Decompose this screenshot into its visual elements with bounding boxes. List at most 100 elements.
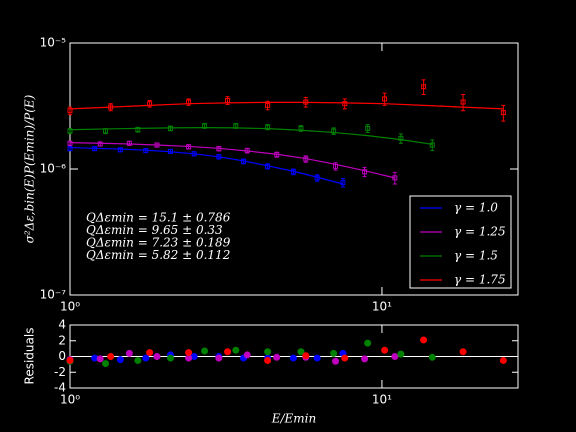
residual-point [397,350,405,358]
data-point [365,125,371,131]
fit-line [69,146,344,185]
data-point [97,141,103,147]
legend-label: γ = 1.25 [454,225,506,239]
residual-point [264,356,272,364]
data-point [421,84,427,90]
residual-y-tick-label: -2 [54,365,66,379]
data-point [290,169,296,175]
y-axis-label: σ²Δε,bin(E)P(Emin)/P(E) [23,94,37,243]
residual-point [420,336,428,344]
residual-point [190,353,198,360]
data-point [186,144,192,150]
data-point [265,163,271,169]
data-point [333,163,339,169]
residual-point [243,351,251,359]
data-point [362,169,368,175]
data-point [265,124,271,130]
residual-point [273,353,281,361]
data-point [340,180,346,186]
residual-point [185,349,193,357]
data-point [191,151,197,157]
residual-point [146,349,154,357]
residual-point [297,348,305,356]
y-tick-label: 10⁻⁵ [40,36,67,50]
legend-label: γ = 1.5 [454,249,498,263]
residual-point [313,354,321,362]
data-point [168,125,174,131]
residual-point [107,353,115,360]
residual-point [232,346,240,354]
residual-y-label: Residuals [23,328,37,385]
data-point [67,140,73,146]
data-point [244,148,250,154]
residual-point [116,356,124,364]
x-axis-label: E/Emin [271,412,317,426]
residual-point [361,355,369,363]
data-point [154,142,160,148]
data-point [233,123,239,129]
residual-point [499,356,507,364]
residual-point [96,355,104,363]
data-point [67,128,73,134]
data-point [298,125,304,131]
residual-point [66,356,74,364]
data-point [67,146,73,152]
x-tick-label: 10⁰ [60,300,80,314]
residual-point [330,349,338,357]
data-point [331,128,337,134]
data-point [126,140,132,146]
data-point [303,156,309,162]
data-point [265,102,271,108]
residual-point [332,357,340,365]
legend-label: γ = 1.0 [454,201,498,215]
annotation: QΔεmin = 5.82 ± 0.112 [86,248,230,262]
x-tick-label: 10⁰ [60,393,80,407]
data-point [429,142,435,148]
annotation: QΔεmin = 15.1 ± 0.786 [86,211,231,225]
residual-point [264,348,272,356]
residual-point [125,349,133,357]
residual-point [224,348,232,356]
residual-point [215,354,223,362]
x-tick-label: 10¹ [372,300,392,314]
fit-line [69,101,504,110]
residual-point [142,354,150,362]
data-point [103,128,109,134]
data-point [186,99,192,105]
data-point [382,96,388,102]
y-tick-label: 10⁻⁶ [40,162,67,176]
residual-point [302,352,310,360]
data-point [67,108,73,114]
residual-y-tick-label: 2 [58,333,66,347]
legend-label: γ = 1.75 [454,273,506,287]
residual-point [134,356,142,364]
data-point [117,147,123,153]
data-point [500,110,506,116]
fit-line [69,142,395,179]
residual-point [459,348,467,356]
data-point [147,101,153,107]
data-point [303,99,309,105]
data-point [225,97,231,103]
data-point [460,99,466,105]
residual-y-tick-label: 4 [58,318,66,332]
data-point [143,148,149,154]
data-point [202,123,208,129]
data-point [168,148,174,154]
annotation: QΔεmin = 7.23 ± 0.189 [86,236,231,250]
residual-point [391,353,399,360]
data-point [392,175,398,181]
residual-point [153,353,161,360]
residual-point [167,354,175,362]
legend-box [409,195,512,289]
data-point [398,135,404,141]
residual-point [201,347,209,355]
data-point [241,158,247,164]
data-point [314,175,320,181]
fit-line [69,127,433,145]
data-point [274,152,280,158]
residual-point [364,339,372,347]
residual-point [185,354,193,362]
data-point [342,101,348,107]
